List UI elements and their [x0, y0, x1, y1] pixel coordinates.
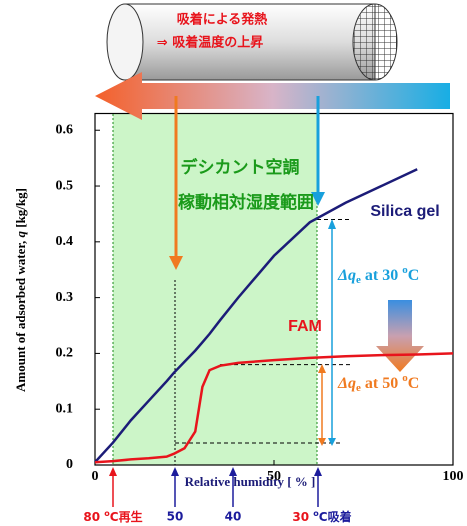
heat-note: ⇒ 吸着温度の上昇 [157, 35, 263, 51]
y-axis-label: Amount of adsorbed water, q [kg/kg] [13, 188, 28, 392]
y-tick-label: 0.6 [56, 122, 74, 137]
series-label: Silica gel [370, 203, 439, 220]
x-tick-label: 0 [92, 469, 99, 484]
bottom-label: 50 [167, 510, 184, 524]
range-note: 稼動相対湿度範囲 [178, 192, 314, 213]
x-tick-label: 100 [443, 469, 464, 484]
bottom-label: 30 oC吸着 [292, 509, 351, 524]
delta-label: Δqe at 30 oC [337, 264, 419, 286]
delta-arrows [318, 219, 424, 446]
bottom-label: 80 oC再生 [83, 509, 142, 524]
y-tick-label: 0 [66, 457, 73, 472]
y-tick-label: 0.5 [56, 178, 74, 193]
y-tick-label: 0.1 [56, 401, 74, 416]
y-tick-label: 0.2 [56, 346, 74, 361]
range-note: デシカント空調 [181, 157, 300, 178]
series-label: FAM [288, 318, 322, 335]
bottom-label: 40 [225, 510, 242, 524]
x-axis-label: Relative humidity [ % ] [185, 474, 316, 489]
chart: 吸着による発熱 ⇒ 吸着温度の上昇 デシカント空調 稼動相対湿度範囲 Δqe a… [0, 0, 467, 526]
x-tick-label: 50 [267, 469, 281, 484]
y-tick-label: 0.4 [56, 234, 74, 249]
delta-label: Δqe at 50 oC [337, 372, 419, 394]
y-tick-label: 0.3 [56, 290, 74, 305]
heat-note: 吸着による発熱 [177, 12, 268, 28]
